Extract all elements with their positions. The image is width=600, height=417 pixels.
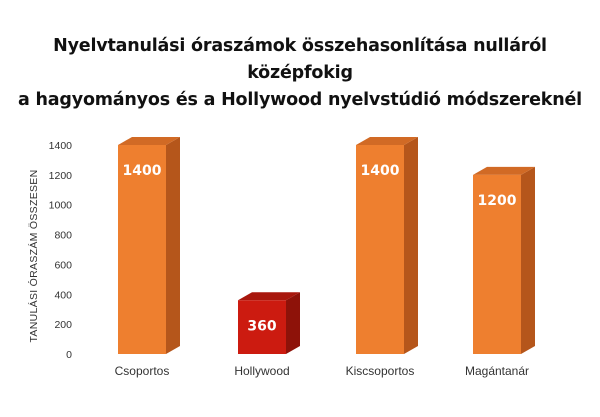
y-tick-label: 800	[54, 230, 72, 242]
bar-front	[473, 174, 521, 354]
y-tick-label: 0	[66, 349, 72, 361]
bar-side	[286, 292, 300, 354]
bar-magántanár	[473, 166, 535, 354]
bar-side	[404, 137, 418, 354]
y-tick-label: 200	[54, 319, 72, 331]
y-tick-label: 600	[54, 259, 72, 271]
bar-front	[118, 145, 166, 354]
chart-title: Nyelvtanulási óraszámok összehasonlítása…	[0, 33, 600, 114]
y-tick-label: 1400	[49, 140, 73, 152]
x-tick-label: Csoportos	[115, 364, 170, 378]
chart-title-line-1: Nyelvtanulási óraszámok összehasonlítása…	[53, 36, 547, 83]
bar-front	[238, 300, 286, 354]
bar-top	[473, 166, 535, 175]
bar-csoportos	[118, 137, 180, 354]
y-tick-label: 1200	[49, 170, 73, 182]
x-tick-label: Hollywood	[234, 364, 289, 378]
y-tick-label: 400	[54, 289, 72, 301]
bar-side	[521, 166, 535, 354]
data-label: 1400	[123, 163, 162, 179]
x-tick-label: Magántanár	[465, 364, 529, 378]
data-label: 1400	[361, 163, 400, 179]
bar-hollywood	[238, 292, 300, 354]
bar-front	[356, 145, 404, 354]
data-label: 1200	[478, 193, 517, 209]
bar-top	[356, 137, 418, 145]
bar-side	[166, 137, 180, 354]
data-label: 360	[247, 318, 276, 334]
bar-top	[238, 292, 300, 301]
bar-top	[118, 137, 180, 145]
x-tick-label: Kiscsoportos	[346, 364, 415, 378]
chart-title-line-2: a hagyományos és a Hollywood nyelvstúdió…	[18, 90, 582, 110]
y-tick-label: 1000	[49, 200, 73, 212]
bar-kiscsoportos	[356, 137, 418, 354]
